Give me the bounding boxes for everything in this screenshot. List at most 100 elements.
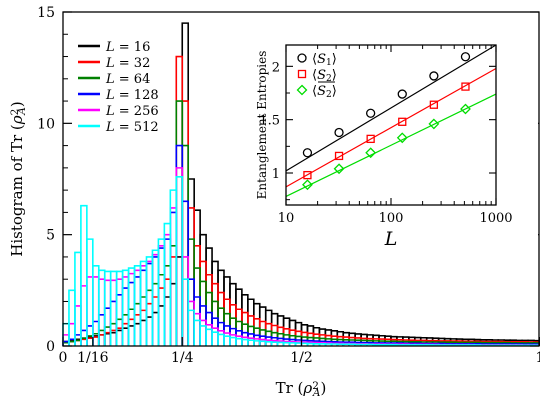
histogram-bar	[80, 285, 88, 346]
x-tick-label: 1/4	[171, 350, 194, 366]
histogram-bar	[151, 296, 160, 346]
histogram-bar	[223, 332, 231, 346]
inset-legend-label: ⟨S2⟩	[312, 68, 337, 84]
histogram-bar	[247, 337, 255, 346]
histogram-bar	[169, 282, 178, 346]
legend-item: L = 512	[78, 120, 159, 135]
histogram-bar	[169, 189, 178, 346]
histogram-bar	[217, 333, 225, 346]
histogram-bar	[163, 265, 172, 346]
histogram-bar	[241, 293, 249, 346]
histogram-bar	[115, 270, 124, 346]
histogram-bar	[115, 318, 124, 346]
histogram-bar	[157, 305, 166, 346]
histogram-bar	[157, 245, 166, 346]
histogram-bar	[163, 296, 172, 346]
histogram-bar	[115, 293, 124, 346]
histogram-bar	[253, 340, 261, 346]
histogram-bar	[121, 327, 130, 346]
histogram-bar	[235, 308, 243, 346]
histogram-bar	[181, 144, 190, 346]
histogram-bar	[282, 334, 291, 346]
histogram-bar	[127, 308, 136, 346]
histogram-bar	[163, 278, 172, 346]
data-point	[428, 118, 440, 130]
histogram-bar	[127, 318, 136, 346]
histogram-bar	[205, 328, 213, 346]
histogram-bar	[187, 238, 195, 346]
histogram-bar	[181, 256, 190, 346]
histogram-bar	[163, 222, 172, 346]
fit-line	[285, 93, 497, 198]
inset-legend-marker	[296, 84, 308, 96]
histogram-bar	[241, 336, 249, 346]
histogram-bar	[103, 326, 112, 346]
histogram-bar	[235, 335, 243, 346]
data-point	[397, 89, 407, 99]
histogram-bar	[145, 302, 154, 346]
histogram-bar	[139, 269, 148, 346]
histogram-bar	[211, 331, 219, 346]
histogram-bar	[187, 309, 195, 346]
histogram-bar	[109, 270, 118, 346]
histogram-bar	[193, 245, 201, 346]
histogram-bar	[247, 315, 255, 346]
histogram-bar	[241, 323, 249, 346]
histogram-bar	[86, 337, 94, 346]
legend-item: L = 128	[78, 88, 159, 103]
inset-series	[285, 67, 497, 188]
histogram-bar	[97, 329, 106, 346]
histogram-bar	[235, 337, 243, 346]
histogram-bar	[205, 291, 213, 346]
histogram-bar	[121, 322, 130, 346]
legend-label: L = 16	[105, 40, 150, 55]
histogram-bar	[175, 256, 184, 346]
y-tick-label: 0	[46, 339, 55, 355]
histogram-bar	[235, 320, 243, 346]
histogram-bar	[74, 251, 82, 346]
histogram-bar	[68, 340, 76, 346]
histogram-bar	[109, 322, 118, 346]
histogram-bar	[151, 282, 160, 346]
histogram-bar	[264, 322, 273, 346]
histogram-bar	[175, 175, 184, 346]
legend-item: L = 32	[78, 56, 150, 71]
histogram-bar	[181, 200, 190, 346]
histogram-bar	[103, 332, 112, 346]
histogram-bar	[258, 329, 267, 346]
histogram-bar	[74, 339, 82, 346]
histogram-bar	[288, 334, 297, 346]
histogram-bar	[169, 256, 178, 346]
histogram-bar	[157, 238, 166, 346]
histogram-bar	[193, 209, 201, 346]
histogram-bar	[133, 322, 142, 346]
histogram-bar	[109, 279, 118, 346]
inset-background	[252, 30, 538, 262]
inset-y-tick-label: 1.5	[259, 114, 280, 129]
histogram-bar	[97, 334, 106, 346]
x-axis-title: Tr (ρ2 A)	[276, 379, 327, 399]
inset-x-tick-label: 10	[278, 211, 295, 226]
histogram-bar	[175, 55, 184, 346]
histogram-bar	[211, 260, 219, 346]
histogram-bar	[193, 267, 201, 346]
histogram-bar	[68, 322, 76, 346]
histogram-bar	[80, 204, 88, 346]
histogram-bar	[187, 207, 195, 346]
histogram-bar	[157, 273, 166, 346]
histogram-bar	[253, 327, 261, 346]
histogram-bar	[97, 278, 106, 346]
y-tick-label: 10	[37, 116, 55, 132]
histogram-bar	[175, 100, 184, 346]
histogram-bar	[74, 339, 82, 346]
histogram-bar	[151, 311, 160, 346]
histogram-bar	[97, 334, 106, 346]
histogram-bar	[127, 267, 136, 346]
histogram-bar	[133, 276, 142, 346]
histogram-bar	[193, 312, 201, 346]
histogram-bar	[163, 238, 172, 346]
histogram-bar	[181, 100, 190, 346]
histogram-bar	[247, 325, 255, 346]
